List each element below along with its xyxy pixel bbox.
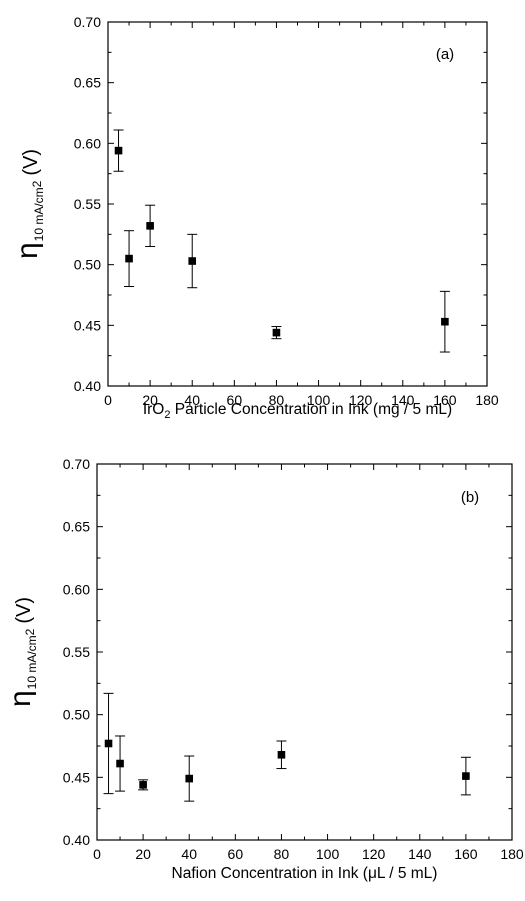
y-tick-label: 0.60 <box>63 581 90 597</box>
x-tick-label: 80 <box>274 846 290 862</box>
y-tick-label: 0.50 <box>74 257 101 273</box>
plot-frame <box>96 463 513 841</box>
x-axis-label-prefix: Nafion Concentration in Ink (μL / 5 mL) <box>172 865 438 882</box>
x-axis-label-suffix: Particle Concentration in Ink (mg / 5 mL… <box>170 401 452 418</box>
y-tick-label: 0.55 <box>63 644 90 660</box>
y-tick-label: 0.45 <box>74 317 101 333</box>
y-tick-label: 0.70 <box>63 456 90 472</box>
data-point <box>441 317 449 326</box>
x-tick-label: 180 <box>475 392 499 408</box>
y-axis-label: η10 mA/cm2 (V) <box>4 597 39 707</box>
x-tick-label: 80 <box>269 392 285 408</box>
x-tick-label: 140 <box>408 846 432 862</box>
y-tick-label: 0.65 <box>63 519 90 535</box>
x-tick-label: 100 <box>316 846 340 862</box>
data-point <box>146 222 154 230</box>
x-tick-label: 40 <box>184 392 200 408</box>
panel-label: (b) <box>461 489 479 506</box>
y-axis-label-sup: 2 <box>30 180 44 187</box>
x-tick-label: 20 <box>135 846 151 862</box>
plot-frame <box>107 21 488 387</box>
data-point <box>272 328 281 337</box>
y-axis-label-symbol: η <box>4 690 37 707</box>
x-tick-label: 100 <box>307 392 331 408</box>
x-tick-label: 180 <box>500 846 524 862</box>
x-tick-label: 40 <box>181 846 197 862</box>
y-tick-label: 0.70 <box>74 14 101 30</box>
y-axis-label-sub: 10 mA/cm <box>32 187 46 241</box>
y-axis-label-unit: (V) <box>20 149 42 176</box>
y-axis-label: η10 mA/cm2 (V) <box>11 149 46 259</box>
x-axis-label: IrO2 Particle Concentration in Ink (mg /… <box>143 401 452 421</box>
x-axis-label-prefix: IrO <box>143 401 165 418</box>
data-point <box>277 750 286 759</box>
y-axis-label-symbol: η <box>11 242 44 259</box>
x-tick-label: 0 <box>93 846 101 862</box>
y-axis-label-sup: 2 <box>23 628 37 635</box>
y-tick-label: 0.55 <box>74 196 101 212</box>
x-tick-label: 140 <box>391 392 415 408</box>
y-axis-label-sub: 10 mA/cm <box>25 635 39 689</box>
y-tick-label: 0.40 <box>74 378 101 394</box>
data-point <box>185 774 194 783</box>
x-axis-label-sub: 2 <box>164 409 170 421</box>
x-tick-label: 0 <box>104 392 112 408</box>
x-tick-label: 20 <box>142 392 158 408</box>
x-tick-label: 160 <box>454 846 478 862</box>
x-tick-label: 120 <box>349 392 373 408</box>
panel-a: 0 20 40 60 80 100 120 140 160 180 0.40 0.45 0.50 0.55… <box>11 14 499 421</box>
y-tick-label: 0.45 <box>63 769 90 785</box>
x-tick-label: 120 <box>362 846 386 862</box>
data-point <box>139 781 147 789</box>
panel-label: (a) <box>436 46 454 63</box>
y-tick-label: 0.50 <box>63 707 90 723</box>
y-tick-label: 0.65 <box>74 75 101 91</box>
data-point <box>114 146 123 155</box>
x-tick-label: 160 <box>433 392 457 408</box>
x-tick-label: 60 <box>228 846 244 862</box>
y-tick-label: 0.40 <box>63 832 90 848</box>
x-axis-label: Nafion Concentration in Ink (μL / 5 mL) <box>172 865 438 882</box>
data-point <box>462 772 470 780</box>
x-tick-label: 60 <box>227 392 243 408</box>
y-axis-label-unit: (V) <box>13 597 35 624</box>
data-point <box>125 254 133 263</box>
data-point <box>188 257 197 265</box>
y-tick-label: 0.60 <box>74 135 101 151</box>
data-point <box>116 759 124 768</box>
panel-b: 0 20 40 60 80 100 120 140 160 180 0.40 0.45 0.50 0.55… <box>4 456 524 882</box>
data-point <box>104 739 113 748</box>
